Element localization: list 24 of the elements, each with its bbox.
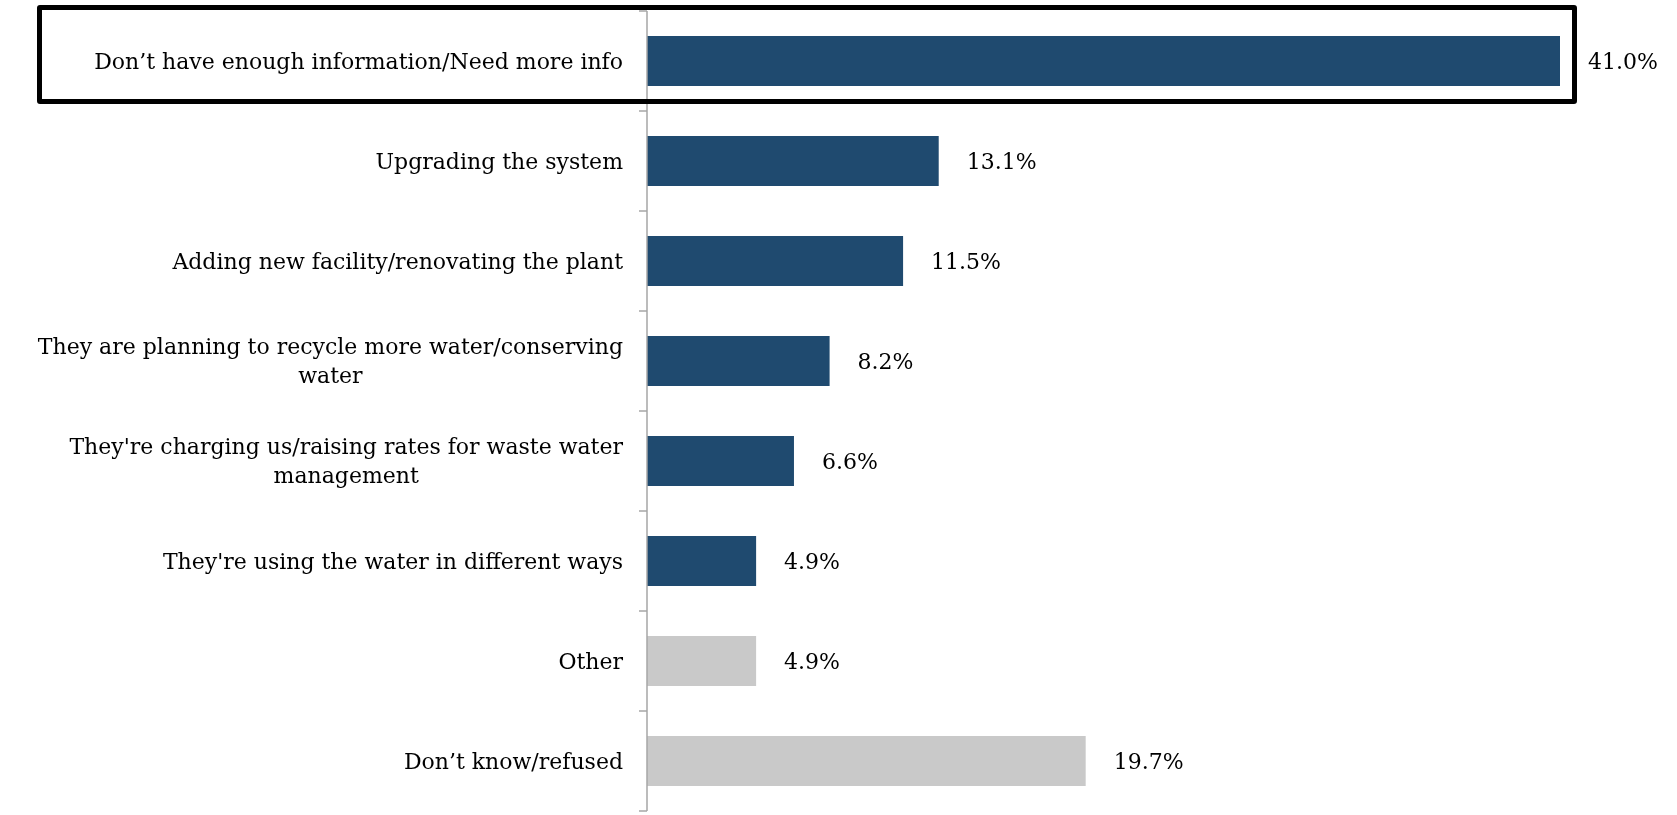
y-tick-label: They're using the water in different ways bbox=[162, 548, 623, 574]
bar bbox=[647, 736, 1086, 786]
bar bbox=[647, 636, 757, 686]
bar bbox=[647, 436, 794, 486]
data-label: 11.5% bbox=[931, 248, 1001, 274]
y-tick-label: Don’t have enough information/Need more info bbox=[94, 48, 623, 74]
bar bbox=[647, 536, 757, 586]
y-tick-label: Adding new facility/renovating the plant bbox=[171, 248, 624, 274]
data-label: 19.7% bbox=[1113, 748, 1184, 774]
data-label: 4.9% bbox=[784, 648, 841, 674]
bar bbox=[647, 36, 1560, 86]
y-tick-label: Other bbox=[558, 648, 624, 674]
data-label: 6.6% bbox=[821, 448, 878, 474]
y-tick-label: Upgrading the system bbox=[375, 148, 624, 174]
bar bbox=[647, 136, 939, 186]
data-label: 8.2% bbox=[857, 348, 914, 374]
bar bbox=[647, 236, 904, 286]
data-label: 41.0% bbox=[1588, 48, 1658, 74]
data-label: 4.9% bbox=[784, 548, 841, 574]
y-tick-label: They are planning to recycle more water/conserving water bbox=[37, 334, 623, 389]
y-tick-label: Don’t know/refused bbox=[403, 748, 623, 774]
y-tick-label: They're charging us/raising rates for waste water management bbox=[69, 434, 624, 489]
bar bbox=[647, 336, 830, 386]
data-label: 13.1% bbox=[966, 148, 1037, 174]
